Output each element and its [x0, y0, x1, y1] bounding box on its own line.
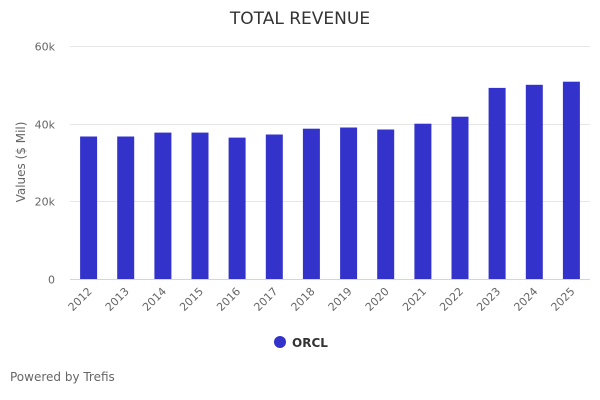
powered-by-credit[interactable]: Powered by Trefis	[10, 370, 115, 384]
y-tick-label: 60k	[35, 41, 56, 54]
bar-2022[interactable]	[451, 116, 469, 279]
bar-2015[interactable]	[191, 132, 209, 279]
bar-2025[interactable]	[562, 81, 580, 279]
legend-label[interactable]: ORCL	[292, 336, 328, 350]
x-tick-label: 2025	[549, 285, 578, 314]
y-axis-ticks: 0 20k 40k 60k	[35, 41, 56, 287]
y-tick-label: 20k	[35, 196, 56, 209]
bar-2024[interactable]	[525, 84, 543, 279]
legend-marker-icon	[274, 336, 286, 348]
x-tick-label: 2022	[437, 285, 466, 314]
x-tick-label: 2020	[363, 285, 392, 314]
bar-2012[interactable]	[80, 136, 98, 280]
x-tick-label: 2015	[177, 285, 206, 314]
y-tick-label: 0	[48, 274, 55, 287]
x-tick-label: 2013	[103, 285, 132, 314]
bar-2014[interactable]	[154, 132, 172, 279]
x-tick-label: 2023	[474, 285, 503, 314]
x-axis-ticks: 2012 2013 2014 2015 2016 2017 2018 2019 2020 2021…	[66, 285, 578, 314]
x-tick-label: 2014	[140, 285, 169, 314]
x-tick-label: 2012	[66, 285, 95, 314]
bar-2023[interactable]	[488, 87, 506, 280]
legend[interactable]: ORCL	[274, 336, 328, 350]
y-axis-label: Values ($ Mil)	[14, 122, 28, 203]
x-tick-label: 2017	[251, 285, 280, 314]
bar-2020[interactable]	[377, 129, 395, 280]
x-tick-label: 2021	[400, 285, 429, 314]
x-tick-label: 2019	[326, 285, 355, 314]
bars	[80, 81, 580, 280]
x-tick-label: 2024	[511, 285, 540, 314]
bar-2017[interactable]	[265, 134, 283, 280]
chart-title: TOTAL REVENUE	[229, 9, 370, 29]
x-tick-label: 2018	[289, 285, 318, 314]
bar-2018[interactable]	[302, 128, 320, 279]
bar-2021[interactable]	[414, 123, 432, 279]
bar-2019[interactable]	[340, 127, 358, 280]
bar-2013[interactable]	[117, 136, 135, 280]
x-tick-label: 2016	[214, 285, 243, 314]
gridlines	[70, 46, 590, 202]
y-tick-label: 40k	[35, 119, 56, 132]
bar-2016[interactable]	[228, 137, 246, 279]
